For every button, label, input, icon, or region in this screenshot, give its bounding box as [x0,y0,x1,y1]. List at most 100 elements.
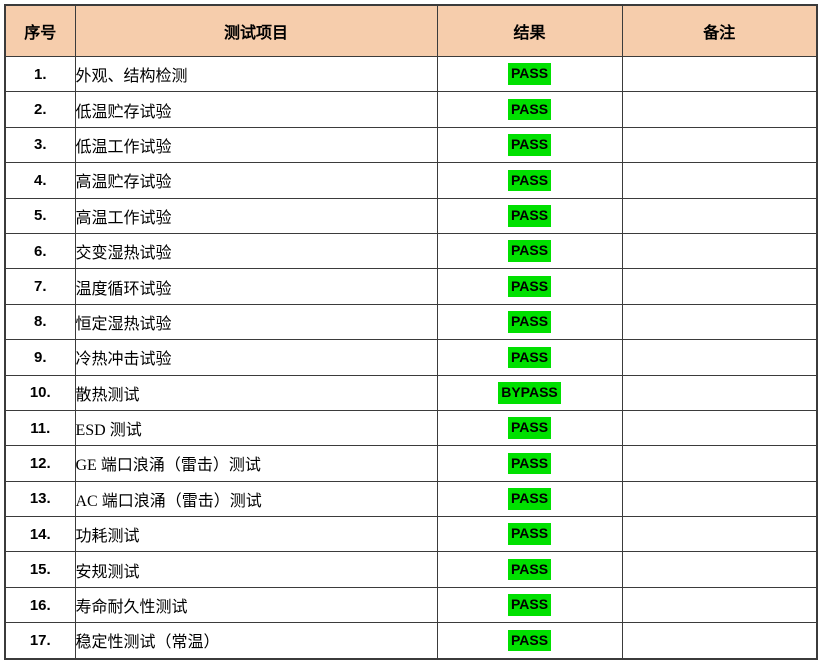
result-badge: PASS [507,275,552,298]
remark-cell [621,586,818,624]
table-row: 17. 稳定性测试（常温） PASS [4,622,818,660]
remark-cell [621,551,818,588]
result-badge: PASS [507,488,552,510]
result-cell: PASS [436,551,623,588]
result-badge: PASS [507,240,552,262]
result-badge: PASS [507,204,552,227]
test-item-label: 高温工作试验 [74,197,438,234]
test-item-label: 稳定性测试（常温） [74,622,438,660]
row-number: 9. [4,339,76,376]
result-badge: PASS [507,417,552,439]
table-row: 3. 低温工作试验 PASS [4,126,818,164]
row-number: 7. [4,268,76,305]
test-item-label: 温度循环试验 [74,268,438,305]
table-row: 14. 功耗测试 PASS [4,516,818,553]
table-row: 4. 高温贮存试验 PASS [4,162,818,199]
test-item-label: 冷热冲击试验 [74,339,438,376]
row-number: 2. [4,91,76,128]
table-row: 9. 冷热冲击试验 PASS [4,339,818,376]
table-row: 2. 低温贮存试验 PASS [4,91,818,128]
header-cell-test-item: 测试项目 [74,4,438,57]
test-item-label: GE 端口浪涌（雷击）测试 [74,445,438,482]
table-row: 12. GE 端口浪涌（雷击）测试 PASS [4,445,818,482]
test-report-table-wrap: 序号 测试项目 结果 备注 1. 外观、结构检测 PASS 2. 低温贮存试验 … [4,4,818,660]
row-number: 11. [4,409,76,447]
result-cell: PASS [436,586,623,624]
result-cell: PASS [436,445,623,482]
header-row: 序号 测试项目 结果 备注 [4,4,818,57]
row-number: 10. [4,374,76,411]
table-row: 15. 安规测试 PASS [4,551,818,588]
row-number: 16. [4,586,76,624]
table-row: 5. 高温工作试验 PASS [4,197,818,234]
result-badge: PASS [507,134,552,156]
test-item-label: 功耗测试 [74,516,438,553]
remark-cell [621,374,818,411]
result-cell: PASS [436,232,623,270]
table-row: 16. 寿命耐久性测试 PASS [4,586,818,624]
result-cell: PASS [436,622,623,660]
row-number: 17. [4,622,76,660]
remark-cell [621,91,818,128]
row-number: 5. [4,197,76,234]
result-badge: PASS [507,98,552,121]
header-cell-result: 结果 [436,4,623,57]
result-badge: PASS [507,629,552,652]
result-cell: PASS [436,162,623,199]
result-cell: PASS [436,409,623,447]
remark-cell [621,232,818,270]
remark-cell [621,55,818,93]
test-item-label: 寿命耐久性测试 [74,586,438,624]
result-badge: PASS [507,63,552,85]
result-cell: PASS [436,55,623,93]
test-item-label: 安规测试 [74,551,438,588]
header-cell-serial: 序号 [4,4,76,57]
remark-cell [621,197,818,234]
result-cell: BYPASS [436,374,623,411]
row-number: 1. [4,55,76,93]
result-cell: PASS [436,268,623,305]
remark-cell [621,126,818,164]
result-cell: PASS [436,303,623,341]
table-row: 6. 交变湿热试验 PASS [4,232,818,270]
result-badge: PASS [507,452,552,475]
row-number: 3. [4,126,76,164]
table-row: 11. ESD 测试 PASS [4,409,818,447]
result-badge: PASS [507,558,552,581]
result-cell: PASS [436,91,623,128]
result-badge: PASS [507,311,552,333]
remark-cell [621,303,818,341]
test-item-label: 恒定湿热试验 [74,303,438,341]
remark-cell [621,480,818,518]
remark-cell [621,162,818,199]
remark-cell [621,516,818,553]
row-number: 14. [4,516,76,553]
test-item-label: 高温贮存试验 [74,162,438,199]
result-badge: BYPASS [498,381,561,404]
table-row: 1. 外观、结构检测 PASS [4,55,818,93]
table-row: 13. AC 端口浪涌（雷击）测试 PASS [4,480,818,518]
test-item-label: 低温贮存试验 [74,91,438,128]
result-cell: PASS [436,339,623,376]
row-number: 8. [4,303,76,341]
row-number: 4. [4,162,76,199]
test-report-table: 序号 测试项目 结果 备注 1. 外观、结构检测 PASS 2. 低温贮存试验 … [4,4,818,660]
table-row: 8. 恒定湿热试验 PASS [4,303,818,341]
row-number: 12. [4,445,76,482]
test-item-label: ESD 测试 [74,409,438,447]
table-row: 7. 温度循环试验 PASS [4,268,818,305]
row-number: 13. [4,480,76,518]
header-cell-remark: 备注 [621,4,818,57]
remark-cell [621,339,818,376]
result-badge: PASS [507,169,552,192]
result-cell: PASS [436,126,623,164]
remark-cell [621,409,818,447]
table-row: 10. 散热测试 BYPASS [4,374,818,411]
test-item-label: AC 端口浪涌（雷击）测试 [74,480,438,518]
test-item-label: 交变湿热试验 [74,232,438,270]
result-badge: PASS [507,523,552,546]
result-badge: PASS [507,346,552,369]
row-number: 6. [4,232,76,270]
result-cell: PASS [436,516,623,553]
test-item-label: 散热测试 [74,374,438,411]
